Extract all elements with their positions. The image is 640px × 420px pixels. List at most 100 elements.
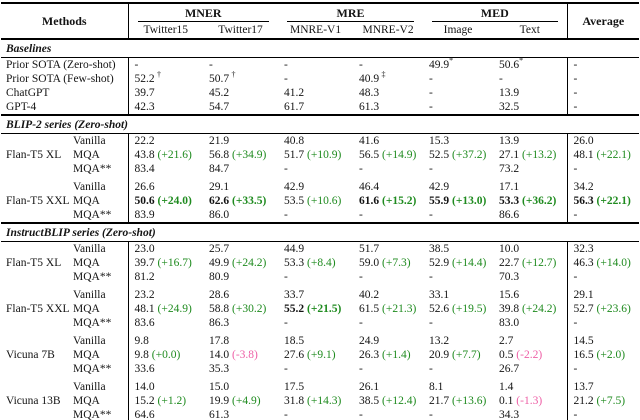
cell-value: - [429,101,433,113]
group-header-mre: MRE [278,3,423,22]
delta-value: (+24.2) [522,303,557,315]
cell-value: 10.0 [499,243,520,255]
cell-value: 32.3 [573,243,594,255]
variant-label: MQA [73,395,100,407]
cell-value: 73.2 [499,163,520,175]
data-cell: 83.9 [127,208,204,223]
header-sub-row: Twitter15 Twitter17 MNRE-V1 MNRE-V2 Imag… [1,22,639,40]
cell-value: 22.2 [134,135,155,147]
data-cell: 34.3 [493,408,567,420]
cell-value: 14.5 [573,335,594,347]
data-cell: 15.2 (+1.2) [127,394,204,408]
variant-label: MQA [73,349,100,361]
cell-value: 31.8 [284,395,305,407]
data-cell: 40.9 ‡ [353,71,423,86]
cell-value: 16.5 [573,349,594,361]
table-row: Prior SOTA (Few-shot) 52.2 † 50.7 † -40.9 ‡… [1,70,640,86]
data-cell: - [353,270,423,284]
cell-value: - [284,73,288,85]
delta-value: (+13.2) [522,149,557,161]
data-cell: 26.0 [566,133,640,148]
col-header-twitter15: Twitter15 [127,22,204,40]
delta-value: (+24.9) [157,303,192,315]
cell-value: 52.6 [429,303,450,315]
col-header-image: Image [423,22,494,40]
delta-value: (+19.5) [452,303,487,315]
data-cell: - [203,58,278,73]
cell-value: 61.6 [359,195,380,207]
cell-value: - [573,87,578,99]
cell-value: - [359,271,363,283]
col-header-mnre-v1: MNRE-V1 [278,22,354,40]
cell-value: 86.0 [209,209,230,221]
section-title: BLIP-2 series (Zero-shot) [1,114,640,134]
data-cell: 35.3 [203,362,278,376]
cell-value: - [573,363,578,375]
delta-value: (+22.1) [596,149,631,161]
cell-value: - [429,73,433,85]
cell-value: - [284,163,288,175]
data-cell: - [423,208,493,223]
cell-value: 33.1 [429,289,450,301]
cell-value: 61.3 [209,409,230,420]
cell-value: 34.2 [573,181,594,193]
col-header-text: Text [493,22,568,40]
cell-value: 45.2 [209,87,230,99]
cell-value: 86.3 [209,317,230,329]
data-cell: - [566,408,640,420]
cell-value: - [573,317,578,329]
delta-value: (+7.5) [596,395,626,407]
delta-value: (+8.4) [307,257,336,269]
data-cell: 48.3 [353,86,423,100]
section-header-row: InstructBLIP series (Zero-shot) [1,222,640,242]
cell-value: 8.1 [429,381,444,393]
data-cell: 51.7 [353,242,423,257]
cell-value: 43.8 [134,149,155,161]
cell-value: - [429,209,433,221]
cell-value: - [284,317,288,329]
delta-value: (+14.3) [307,395,342,407]
footnote-marker: † [156,70,161,80]
data-cell: 44.9 [278,242,353,257]
cell-value: 2.7 [499,335,514,347]
data-cell: 48.1 (+22.1) [566,148,640,162]
data-cell: 9.8 (+0.0) [127,348,204,362]
variant-label: MQA** [73,409,112,420]
data-cell: 14.0 [127,376,204,394]
data-cell: - [423,408,493,420]
data-cell: - [566,208,640,223]
data-cell: - [353,208,423,223]
table-row: MQA** 81.2 80.9 - - - 70.3 - [1,270,640,284]
cell-value: 0.5 [499,349,514,361]
cell-value: 81.2 [134,271,155,283]
cell-value: 44.9 [284,243,305,255]
cell-value: - [573,73,578,85]
data-cell: 83.6 [127,316,204,330]
cell-value: 48.1 [134,303,155,315]
data-cell: 73.2 [493,162,567,176]
cell-value: 25.7 [209,243,230,255]
variant-label: MQA [73,303,100,315]
section-header-row: Baselines [1,38,640,58]
data-cell: - [423,162,493,176]
cell-value: 15.6 [499,289,520,301]
cell-value: - [359,363,363,375]
variant-label: MQA [73,149,100,161]
data-cell: 20.9 (+7.7) [423,348,493,362]
table-row: MQA 9.8 (+0.0) 14.0 (-3.8) 27.6 (+9.1) 26.3 … [1,348,640,362]
data-cell: 80.9 [203,270,278,284]
table-row: MQA 48.1 (+24.9) 58.8 (+30.2) 55.2 (+21.5) 6… [1,302,640,316]
data-cell: 26.1 [353,376,423,394]
table-row: GPT-4 42.3 54.7 61.7 61.3 - 32.5 - [1,100,640,115]
delta-value: (+7.3) [382,257,411,269]
section-header-row: BLIP-2 series (Zero-shot) [1,114,640,134]
data-cell: 39.7 [127,86,204,100]
variant-label: MQA** [73,363,112,375]
data-cell: - [278,162,353,176]
data-cell: 8.1 [423,376,493,394]
table-row: MQA** 64.6 61.3 - - - 34.3 - [1,408,640,420]
variant-label: Vanilla [73,289,106,301]
delta-value: (+23.6) [596,303,631,315]
delta-value: (+14.9) [382,149,417,161]
